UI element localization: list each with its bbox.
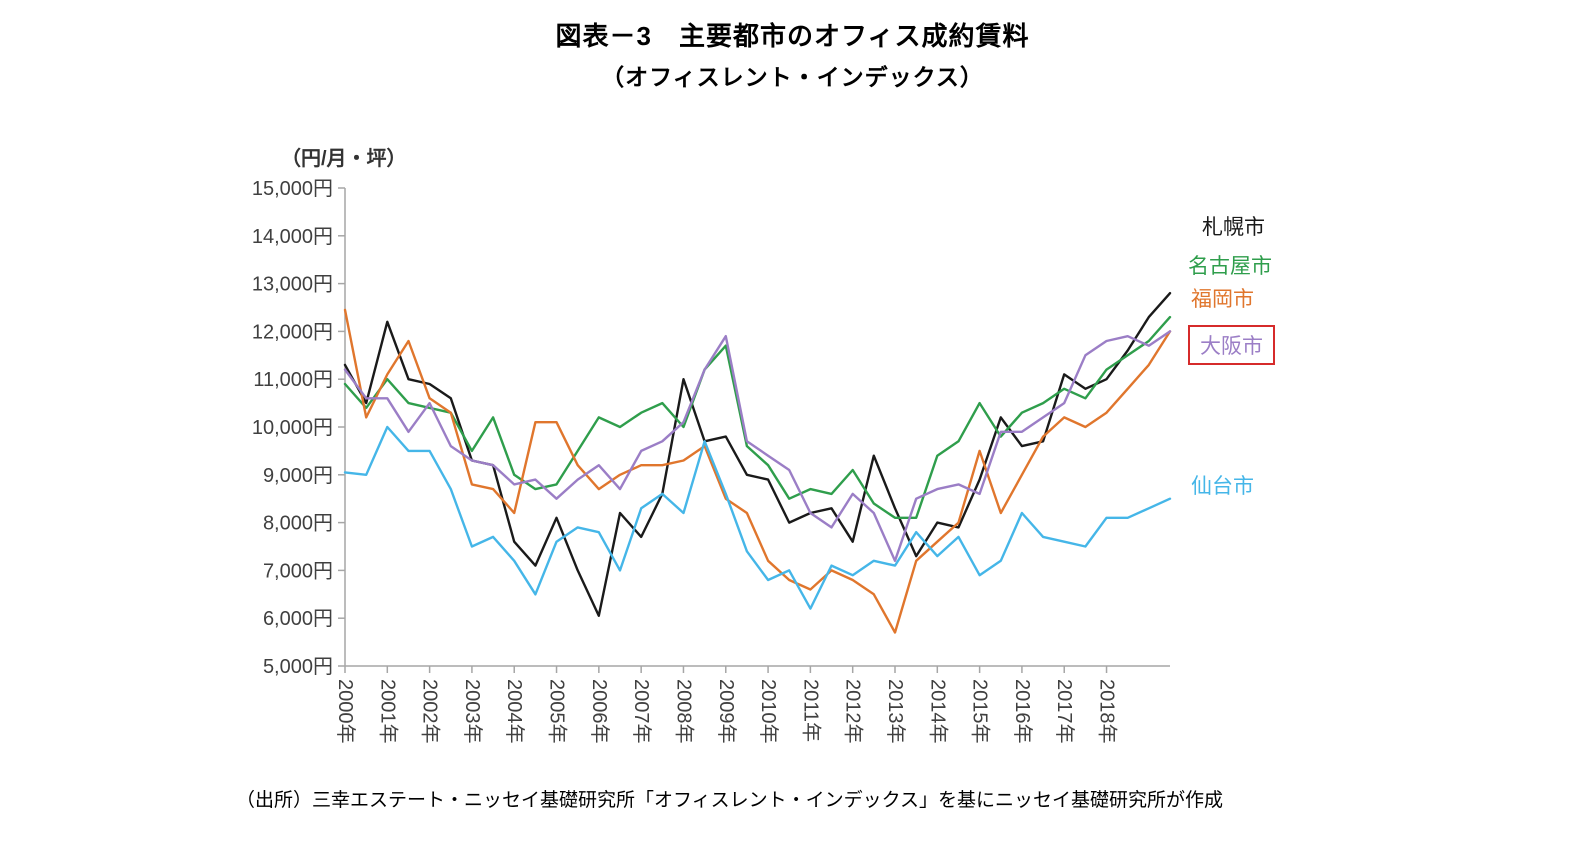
x-tick-label: 2000年	[334, 679, 357, 744]
y-axis-unit-label: （円/月・坪）	[281, 148, 407, 170]
legend-sendai: 仙台市	[1191, 475, 1254, 498]
x-tick-label: 2008年	[672, 679, 695, 744]
x-tick-label: 2009年	[715, 679, 738, 744]
legend-sapporo: 札幌市	[1202, 216, 1265, 239]
y-tick-label: 10,000円	[252, 417, 333, 439]
series-line-大阪市	[343, 330, 1172, 562]
x-tick-label: 2006年	[588, 679, 611, 744]
x-tick-label: 2015年	[969, 679, 992, 744]
y-tick-label: 5,000円	[263, 656, 333, 678]
x-tick-label: 2012年	[842, 679, 865, 744]
x-tick-label: 2017年	[1053, 679, 1076, 744]
y-tick-label: 9,000円	[263, 465, 333, 487]
legend-fukuoka: 福岡市	[1191, 288, 1254, 311]
x-tick-label: 2007年	[630, 679, 653, 744]
y-tick-label: 12,000円	[252, 321, 333, 343]
page-subtitle: （オフィスレント・インデックス）	[601, 64, 984, 90]
y-tick-label: 14,000円	[252, 226, 333, 248]
y-tick-label: 6,000円	[263, 608, 333, 630]
x-tick-label: 2003年	[461, 679, 484, 744]
y-tick-label: 13,000円	[252, 274, 333, 296]
legend-osaka-highlighted: 大阪市	[1188, 325, 1275, 365]
y-tick-label: 7,000円	[263, 560, 333, 582]
x-tick-label: 2013年	[884, 679, 907, 744]
x-tick-label: 2014年	[926, 679, 949, 744]
x-tick-label: 2001年	[376, 679, 399, 744]
series-line-福岡市	[343, 308, 1172, 634]
x-tick-label: 2005年	[546, 679, 569, 744]
y-tick-label: 15,000円	[252, 178, 333, 200]
series-line-名古屋市	[343, 315, 1172, 519]
x-tick-label: 2018年	[1096, 679, 1119, 744]
y-tick-label: 8,000円	[263, 513, 333, 535]
x-tick-label: 2011年	[799, 679, 822, 742]
legend-nagoya: 名古屋市	[1188, 255, 1272, 278]
x-tick-label: 2010年	[757, 679, 780, 744]
x-tick-label: 2004年	[503, 679, 526, 744]
x-tick-label: 2002年	[419, 679, 442, 744]
series-line-仙台市	[343, 425, 1172, 610]
source-note: （出所）三幸エステート・ニッセイ基礎研究所「オフィスレント・インデックス」を基に…	[236, 790, 1224, 811]
page-title: 図表－3 主要都市のオフィス成約賃料	[555, 21, 1030, 51]
x-tick-label: 2016年	[1011, 679, 1034, 744]
y-tick-label: 11,000円	[253, 369, 333, 391]
